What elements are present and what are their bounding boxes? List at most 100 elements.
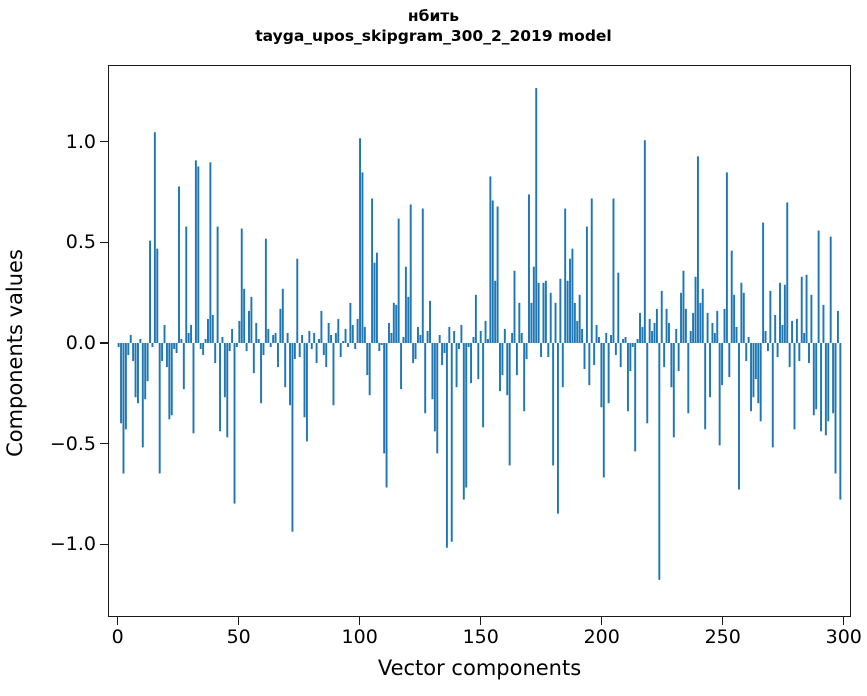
bar [803,332,806,344]
bar [315,343,318,364]
bar [499,343,501,392]
bar [243,288,246,344]
bar [523,343,526,412]
bar [530,302,533,344]
bar [706,312,709,344]
bar [617,272,620,344]
bar [139,338,142,344]
bar [366,343,369,376]
bar [569,258,571,344]
x-tick-mark [601,617,603,625]
bar [556,343,559,514]
bar [318,338,320,344]
bar [330,334,333,344]
bar [766,343,769,352]
bar [373,262,376,344]
bar [590,198,593,344]
bar [180,338,183,344]
bar [226,343,229,438]
bar [742,292,745,344]
bar [339,343,342,358]
x-tick-label: 150 [462,626,499,648]
bar [388,322,390,344]
bar [281,288,284,344]
bar [544,280,547,344]
bar [214,343,217,364]
chart-title-line-2: tayga_upos_skipgram_300_2_2019 model [255,27,612,46]
bar [474,294,477,344]
bar [279,308,282,344]
bar [136,343,139,404]
bar [146,343,149,382]
bar [156,248,159,344]
bar [448,326,451,344]
bar [219,343,221,432]
y-tick-label: 1.0 [65,130,96,153]
bar [482,343,485,428]
bar [216,226,219,344]
y-tick-mark [100,443,108,445]
bar [301,334,304,344]
chart-title-line-1: нбить [407,7,460,25]
bar [255,322,258,344]
bar [605,332,608,344]
bar [455,343,458,388]
bar [252,343,255,374]
bar [571,248,574,344]
bar [286,332,289,344]
bar [308,330,311,344]
bar [672,343,675,438]
bar [161,343,164,362]
bar [231,328,234,344]
bar [206,318,209,344]
x-tick-mark [117,617,119,625]
bar [354,343,357,350]
bar [540,343,543,358]
bar [305,343,308,442]
bar [518,302,521,344]
bar [419,334,422,344]
bar [626,343,629,412]
bar [342,341,345,344]
bar [786,202,789,344]
bar [832,343,835,414]
bar [320,310,323,344]
bar [651,330,654,344]
bar [293,343,296,360]
bar [465,343,468,488]
bar [653,322,656,344]
x-tick-mark [722,617,724,625]
bar [400,343,403,390]
bar [583,343,586,370]
bar [416,326,419,344]
bar [668,322,670,344]
bar [588,343,591,386]
bar [173,343,176,350]
bar [163,324,166,344]
bar [385,343,388,488]
bar [532,266,535,344]
bar [441,343,444,366]
bar [740,282,743,344]
bar [578,294,581,344]
bar [677,343,680,372]
bar [185,226,188,344]
bar [467,343,470,348]
bar [829,236,832,344]
bar [721,343,724,386]
bar [511,332,514,344]
y-tick-label: 0.5 [65,231,96,254]
bar [371,198,374,344]
bar [175,343,178,354]
bar [233,343,236,504]
bar [680,292,683,344]
bar [375,252,378,344]
bar [631,343,634,348]
bar [274,332,277,344]
bar [303,343,306,418]
bar [624,336,627,344]
bar [392,302,395,344]
bar [554,302,557,344]
chart-title: нбить tayga_upos_skipgram_300_2_2019 mod… [0,6,867,47]
